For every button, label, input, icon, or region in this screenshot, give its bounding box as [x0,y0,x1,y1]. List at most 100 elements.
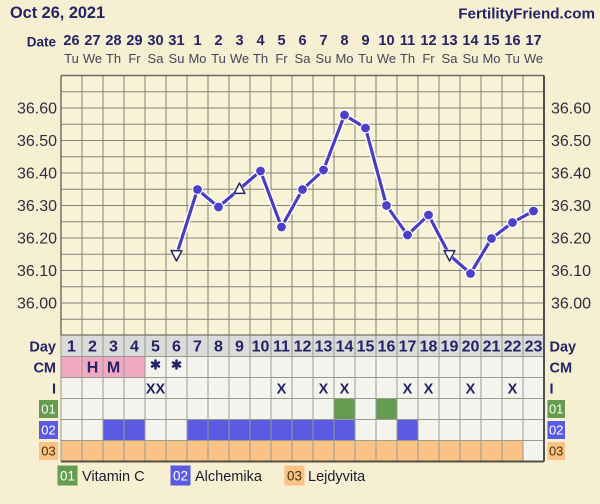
svg-text:22: 22 [504,339,522,356]
svg-text:7: 7 [193,339,202,356]
svg-text:02: 02 [41,423,55,438]
svg-text:Th: Th [253,51,268,66]
svg-text:36.10: 36.10 [551,263,591,280]
svg-text:30: 30 [147,33,163,49]
svg-text:Fr: Fr [422,51,435,66]
svg-text:Fr: Fr [128,51,141,66]
svg-text:03: 03 [549,444,563,459]
svg-text:02: 02 [173,469,188,484]
svg-text:17: 17 [399,339,417,356]
svg-text:36.50: 36.50 [551,133,591,150]
svg-text:Oct 26, 2021: Oct 26, 2021 [10,4,105,22]
svg-text:Th: Th [106,51,121,66]
svg-text:12: 12 [420,33,436,49]
svg-text:2: 2 [214,33,222,49]
svg-text:XX: XX [146,382,166,398]
svg-text:11: 11 [400,33,415,49]
svg-text:26: 26 [63,33,79,49]
svg-text:10: 10 [378,33,394,49]
svg-text:Mo: Mo [482,51,500,66]
svg-text:27: 27 [84,33,100,49]
svg-text:Su: Su [316,51,332,66]
svg-text:29: 29 [126,33,142,49]
svg-text:X: X [277,382,287,398]
svg-text:Lejdyvita: Lejdyvita [308,469,366,485]
svg-text:H: H [87,360,99,377]
svg-text:03: 03 [287,469,302,484]
svg-text:11: 11 [273,339,290,356]
svg-text:36.30: 36.30 [551,198,591,215]
svg-text:9: 9 [235,339,244,356]
svg-text:M: M [107,360,120,377]
svg-text:FertilityFriend.com: FertilityFriend.com [458,6,595,23]
svg-text:13: 13 [315,339,333,356]
svg-text:2: 2 [88,339,97,356]
svg-text:Tu: Tu [358,51,373,66]
svg-text:13: 13 [441,33,457,49]
svg-text:Sa: Sa [442,51,459,66]
svg-text:We: We [83,51,102,66]
svg-text:21: 21 [483,339,501,356]
svg-text:20: 20 [462,339,480,356]
svg-text:5: 5 [277,33,285,49]
svg-text:01: 01 [41,402,55,417]
svg-text:16: 16 [504,33,520,49]
svg-text:01: 01 [60,469,75,484]
svg-text:8: 8 [340,33,348,49]
svg-text:10: 10 [252,339,270,356]
svg-text:15: 15 [357,339,375,356]
svg-text:Su: Su [169,51,185,66]
svg-text:Mo: Mo [335,51,353,66]
svg-text:36.40: 36.40 [17,166,57,183]
svg-text:6: 6 [298,33,306,49]
svg-text:Alchemika: Alchemika [195,469,263,485]
svg-text:Tu: Tu [64,51,79,66]
svg-text:Day: Day [29,340,56,356]
svg-text:31: 31 [168,33,184,49]
svg-text:17: 17 [525,33,541,49]
svg-text:36.20: 36.20 [551,231,591,248]
svg-text:7: 7 [319,33,327,49]
svg-text:9: 9 [361,33,369,49]
svg-text:I: I [52,382,56,398]
svg-text:Sa: Sa [295,51,312,66]
svg-text:14: 14 [462,33,478,49]
svg-text:X: X [403,382,413,398]
svg-text:16: 16 [378,339,396,356]
svg-text:28: 28 [105,33,121,49]
svg-text:4: 4 [256,33,264,49]
svg-text:1: 1 [193,33,201,49]
svg-text:CM: CM [33,361,56,377]
svg-text:We: We [377,51,396,66]
svg-text:Tu: Tu [211,51,226,66]
svg-text:We: We [230,51,249,66]
svg-text:Su: Su [463,51,479,66]
svg-text:CM: CM [550,361,573,377]
svg-text:X: X [508,382,518,398]
svg-text:03: 03 [41,444,55,459]
svg-text:3: 3 [109,339,118,356]
svg-text:Day: Day [550,340,577,356]
svg-text:36.40: 36.40 [551,166,591,183]
svg-text:36.10: 36.10 [17,263,57,280]
svg-text:23: 23 [525,339,543,356]
svg-text:36.50: 36.50 [17,133,57,150]
svg-text:Date: Date [27,35,57,50]
svg-text:X: X [319,382,329,398]
svg-text:We: We [524,51,543,66]
svg-text:36.60: 36.60 [17,101,57,118]
svg-text:36.60: 36.60 [551,101,591,118]
svg-text:3: 3 [235,33,243,49]
svg-text:12: 12 [294,339,312,356]
svg-text:1: 1 [67,339,76,356]
svg-text:5: 5 [151,339,160,356]
svg-text:X: X [424,382,434,398]
svg-text:01: 01 [549,402,563,417]
svg-text:02: 02 [549,423,563,438]
svg-text:Th: Th [400,51,415,66]
svg-text:18: 18 [420,339,438,356]
svg-text:Fr: Fr [275,51,288,66]
svg-text:15: 15 [483,33,499,49]
svg-text:36.30: 36.30 [17,198,57,215]
svg-text:Vitamin C: Vitamin C [82,469,145,485]
